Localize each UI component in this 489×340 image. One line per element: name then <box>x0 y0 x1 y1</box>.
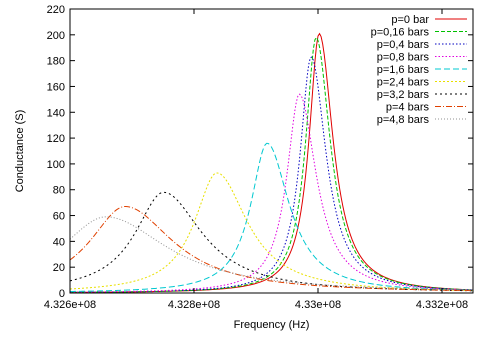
y-tick-label: 120 <box>47 133 65 145</box>
legend-label: p=0 bar <box>391 14 429 26</box>
y-tick-label: 0 <box>59 288 65 300</box>
y-tick-label: 220 <box>47 4 65 16</box>
series-line-6 <box>70 172 473 292</box>
x-axis-ticks: 4.326e+08 4.328e+08 4.33e+08 4.332e+08 <box>44 9 468 311</box>
x-tick-label: 4.332e+08 <box>416 299 468 311</box>
legend-label: p=1,6 bars <box>377 64 430 76</box>
y-tick-label: 160 <box>47 81 65 93</box>
y-tick-label: 140 <box>47 107 65 119</box>
plot-frame <box>69 8 474 294</box>
plot-series <box>70 32 473 293</box>
y-tick-label: 20 <box>53 262 65 274</box>
series-line-7 <box>70 191 473 292</box>
y-tick-label: 180 <box>47 56 65 68</box>
x-tick-label: 4.33e+08 <box>295 299 341 311</box>
legend-label: p=4 bars <box>386 102 430 114</box>
y-tick-label: 40 <box>53 236 65 248</box>
x-axis-label: Frequency (Hz) <box>234 319 310 331</box>
y-axis-ticks: 0 20 40 60 80 100 120 140 160 180 200 220 <box>47 4 473 300</box>
y-tick-label: 100 <box>47 159 65 171</box>
legend-label: p=2,4 bars <box>377 77 430 89</box>
legend-label: p=0,4 bars <box>377 39 430 51</box>
legend-label: p=4,8 bars <box>377 114 430 126</box>
legend-label: p=3,2 bars <box>377 89 430 101</box>
series-line-4 <box>70 93 473 293</box>
x-tick-label: 4.328e+08 <box>168 299 220 311</box>
y-tick-label: 80 <box>53 185 65 197</box>
legend-label: p=0,8 bars <box>377 52 430 64</box>
y-axis-label: Conductance (S) <box>14 110 26 193</box>
x-tick-label: 4.326e+08 <box>44 299 96 311</box>
series-line-5 <box>70 142 473 292</box>
y-tick-label: 60 <box>53 211 65 223</box>
series-line-9 <box>70 216 473 291</box>
y-tick-label: 200 <box>47 30 65 42</box>
legend-label: p=0,16 bars <box>371 27 430 39</box>
series-line-8 <box>70 206 473 292</box>
